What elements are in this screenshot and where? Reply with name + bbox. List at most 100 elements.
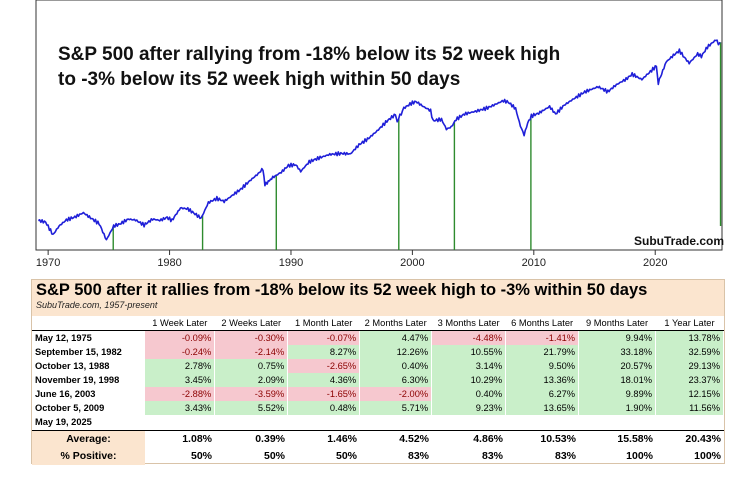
row-date: October 13, 1988 [32, 359, 146, 373]
average-cell: 15.58% [579, 430, 656, 448]
table-cell: 3.43% [144, 401, 216, 415]
table-cell [431, 415, 507, 429]
row-date: May 12, 1975 [32, 330, 146, 345]
x-tick-label: 2020 [643, 257, 667, 269]
table-row: October 5, 2009 3.43% 5.52% 0.48% 5.71% 9.23%… [32, 401, 724, 415]
table-cell: 13.65% [505, 401, 580, 415]
chart-title-line-1: S&P 500 after rallying from -18% below i… [58, 44, 561, 65]
chart-svg: 1970 1980 1990 2000 2010 2020 [35, 0, 723, 269]
x-tick-label: 1990 [279, 257, 303, 269]
table-cell: 5.52% [214, 401, 289, 415]
row-date: May 19, 2025 [32, 415, 146, 429]
average-cell: 1.46% [288, 430, 360, 448]
table-header-band: S&P 500 after it rallies from -18% below… [32, 280, 724, 316]
table-cell [287, 415, 361, 429]
row-date: June 16, 2003 [32, 387, 146, 401]
sp500-line [37, 39, 721, 241]
table-cell: -0.07% [287, 330, 361, 345]
table-cell: 9.23% [431, 401, 507, 415]
table-row: October 13, 1988 2.78% 0.75% -2.65% 0.40% 3.1… [32, 359, 724, 373]
returns-grid: 1 Week Later 2 Weeks Later 1 Month Later… [32, 316, 724, 429]
column-header-date [32, 316, 146, 331]
average-cell: 1.08% [145, 430, 215, 448]
results-table: S&P 500 after it rallies from -18% below… [31, 279, 725, 465]
table-row: May 19, 2025 [32, 415, 724, 429]
table-cell: 13.36% [505, 373, 580, 387]
table-cell: 11.56% [655, 401, 724, 415]
table-cell: 9.50% [505, 359, 580, 373]
table-cell: -3.59% [214, 387, 289, 401]
table-cell: 0.48% [287, 401, 361, 415]
table-cell: 18.01% [578, 373, 657, 387]
table-cell: 0.40% [359, 359, 433, 373]
table-cell: 10.29% [431, 373, 507, 387]
table-cell: 12.15% [655, 387, 724, 401]
average-label: Average: [32, 430, 145, 448]
column-header: 1 Year Later [655, 316, 724, 331]
table-cell: 8.27% [287, 345, 361, 359]
x-tick-label: 1970 [36, 257, 60, 269]
table-cell: 6.27% [505, 387, 580, 401]
grid-body: May 12, 1975 -0.09% -0.30% -0.07% 4.47% -4.48… [32, 330, 724, 429]
table-cell: 4.47% [359, 330, 433, 345]
table-cell: 21.79% [505, 345, 580, 359]
table-cell: 3.45% [144, 373, 216, 387]
positive-cell: 50% [263, 450, 285, 462]
table-cell: -0.30% [214, 330, 289, 345]
positive-cell: 100% [694, 450, 721, 462]
table-subtitle: SubuTrade.com, 1957-present [36, 300, 158, 310]
watermark: SubuTrade.com [634, 234, 725, 248]
plot-frame [35, 0, 723, 251]
table-cell [359, 415, 433, 429]
x-tick-label: 1980 [157, 257, 181, 269]
column-header: 1 Week Later [144, 316, 216, 331]
table-row: June 16, 2003 -2.88% -3.59% -1.65% -2.00% 0.4… [32, 387, 724, 401]
table-cell: 4.36% [287, 373, 361, 387]
column-header: 1 Month Later [287, 316, 361, 331]
table-cell: -4.48% [431, 330, 507, 345]
table-cell: 1.90% [578, 401, 657, 415]
chart-title-line-2: to -3% below its 52 week high within 50 … [58, 69, 461, 90]
table-cell: -1.65% [287, 387, 361, 401]
positive-cell: 83% [554, 450, 576, 462]
table-cell [655, 415, 724, 429]
chart-title: S&P 500 after rallying from -18% below i… [58, 42, 560, 92]
x-tick-label: 2010 [522, 257, 546, 269]
positive-cell: 100% [626, 450, 653, 462]
column-header-row: 1 Week Later 2 Weeks Later 1 Month Later… [32, 316, 724, 331]
table-cell [214, 415, 289, 429]
table-cell: 13.78% [655, 330, 724, 345]
x-tick-label: 2000 [400, 257, 424, 269]
column-header: 3 Months Later [431, 316, 507, 331]
row-date: October 5, 2009 [32, 401, 146, 415]
table-cell: -2.65% [287, 359, 361, 373]
table-cell: -0.09% [144, 330, 216, 345]
positive-cell: 50% [335, 450, 357, 462]
positive-cell: 50% [190, 450, 212, 462]
average-cell: 4.52% [360, 430, 432, 448]
table-cell [144, 415, 216, 429]
table-title: S&P 500 after it rallies from -18% below… [36, 281, 648, 299]
table-cell: 10.55% [431, 345, 507, 359]
average-cell: 20.43% [656, 430, 724, 448]
average-cell: 4.86% [432, 430, 506, 448]
positive-cell: 83% [407, 450, 429, 462]
table-cell: 2.09% [214, 373, 289, 387]
table-cell: 9.89% [578, 387, 657, 401]
table-cell: 9.94% [578, 330, 657, 345]
column-header: 6 Months Later [505, 316, 580, 331]
table-cell: -1.41% [505, 330, 580, 345]
table-cell: 6.30% [359, 373, 433, 387]
table-row: September 15, 1982 -0.24% -2.14% 8.27% 12.26… [32, 345, 724, 359]
table-cell [505, 415, 580, 429]
table-cell: 0.40% [431, 387, 507, 401]
table-cell: 32.59% [655, 345, 724, 359]
row-date: September 15, 1982 [32, 345, 146, 359]
positive-row: % Positive: 50% 50% 50% 83% 83% 83% 100%… [32, 448, 724, 465]
table-cell: -0.24% [144, 345, 216, 359]
table-cell: -2.00% [359, 387, 433, 401]
positive-label: % Positive: [32, 448, 145, 465]
table-cell: 0.75% [214, 359, 289, 373]
average-cell: 0.39% [215, 430, 288, 448]
column-header: 9 Months Later [578, 316, 657, 331]
